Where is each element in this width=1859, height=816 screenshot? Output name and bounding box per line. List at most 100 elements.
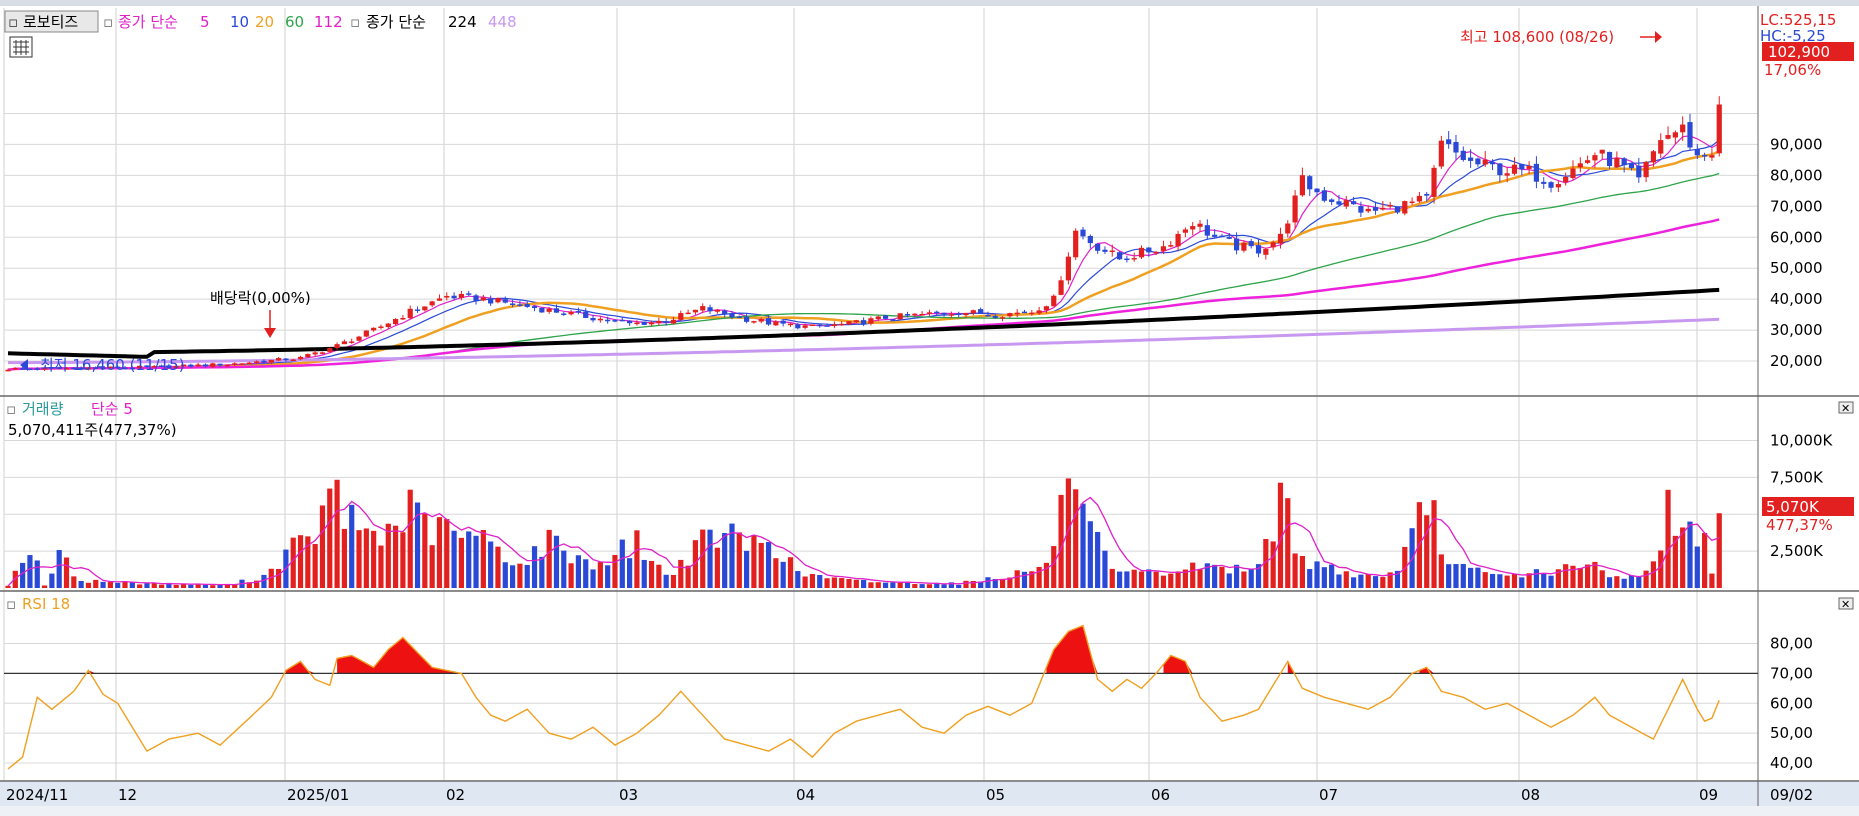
volume-pane[interactable] [5, 478, 1722, 588]
volume-bar [1497, 574, 1503, 588]
candle [773, 320, 779, 326]
price-tick-label: 30,000 [1770, 321, 1823, 339]
candle [692, 309, 699, 315]
bottom-scroll-strip[interactable] [0, 806, 1859, 816]
volume-bar [488, 541, 494, 588]
candle [1453, 134, 1459, 160]
candle [436, 294, 443, 301]
candle [897, 313, 903, 320]
candle [1219, 233, 1225, 238]
candle [1680, 116, 1686, 141]
volume-bar [41, 585, 48, 588]
candle [546, 307, 552, 314]
volume-bar [1475, 567, 1481, 588]
volume-badge [1762, 497, 1854, 516]
volume-title[interactable]: 거래량 [22, 400, 64, 418]
candle [1636, 157, 1642, 183]
candle [853, 319, 859, 324]
volume-bar [1138, 571, 1145, 588]
candle [100, 366, 106, 370]
volume-badge-value: 5,070K [1766, 498, 1820, 516]
date-tick-label: 04 [796, 786, 815, 804]
volume-bar [151, 583, 157, 588]
volume-bar [890, 582, 896, 588]
volume-bar [590, 569, 596, 588]
volume-bar [1146, 569, 1152, 588]
volume-bar [254, 580, 260, 588]
candle [1248, 238, 1254, 249]
candle [1394, 206, 1401, 215]
volume-bar [1365, 574, 1371, 588]
volume-bar [378, 545, 384, 588]
candle [1124, 255, 1130, 263]
volume-bar [356, 530, 362, 588]
volume-bar [5, 585, 11, 588]
volume-bar [1307, 569, 1313, 588]
volume-bar [1168, 573, 1174, 588]
stock-name[interactable]: 로보티즈 [23, 13, 78, 31]
volume-bar [1029, 571, 1035, 588]
candle [1548, 181, 1554, 193]
volume-bar [1482, 572, 1488, 588]
volume-bar [1555, 569, 1561, 588]
candle [246, 361, 252, 365]
volume-bar [246, 582, 252, 588]
candle [1431, 165, 1437, 204]
volume-ma-title[interactable]: 단순 5 [91, 400, 133, 418]
candle [663, 318, 669, 326]
candle [1533, 156, 1540, 189]
ma-long-title[interactable]: 종가 단순 [366, 13, 426, 31]
low-annotation: 최저 16,460 (11/15) [40, 356, 185, 374]
candle [341, 339, 347, 345]
volume-bar [641, 559, 647, 588]
candle [612, 318, 618, 323]
stock-name-box[interactable] [4, 10, 99, 33]
rsi-pane[interactable] [4, 624, 1758, 770]
volume-close-button[interactable] [1838, 401, 1854, 414]
volume-bar [436, 517, 443, 588]
volume-bar [422, 513, 428, 588]
volume-bar [195, 583, 201, 588]
rsi-tick-label: 50,00 [1770, 724, 1813, 742]
volume-bar [297, 535, 304, 588]
candle [392, 318, 399, 326]
ma-title[interactable]: 종가 단순 [118, 13, 178, 31]
volume-bar [678, 559, 684, 588]
candle [195, 362, 201, 367]
volume-bar [495, 546, 501, 588]
volume-bar [71, 576, 77, 588]
volume-bar [217, 584, 223, 588]
candle [583, 308, 589, 319]
candle [49, 367, 55, 369]
volume-bar [407, 489, 413, 588]
candle [539, 307, 545, 313]
candle [1387, 201, 1393, 209]
candle [56, 366, 62, 369]
volume-bar [1358, 574, 1364, 588]
volume-axis-ticks: 2,500K 7,500K 10,000K [1770, 432, 1833, 561]
candle [63, 367, 70, 370]
candle [422, 306, 428, 312]
rsi-title[interactable]: RSI 18 [22, 595, 70, 613]
price-pane[interactable] [5, 96, 1722, 372]
volume-bar [729, 523, 735, 588]
volume-bars [5, 478, 1722, 588]
volume-bar [1716, 513, 1722, 588]
candle [297, 355, 304, 361]
volume-bar [1175, 571, 1181, 588]
rsi-close-button[interactable] [1838, 597, 1854, 610]
candle [224, 364, 230, 367]
candle [524, 301, 530, 308]
candle [707, 304, 713, 315]
price-tick-label: 90,000 [1770, 135, 1823, 153]
volume-bar [1277, 482, 1284, 588]
candle [1014, 309, 1020, 318]
volume-bar [1519, 577, 1525, 588]
candle [1102, 246, 1108, 255]
candle [429, 300, 435, 308]
candle [978, 307, 984, 315]
volume-bar [1687, 521, 1693, 588]
candle [151, 364, 157, 368]
candle [1709, 148, 1715, 161]
